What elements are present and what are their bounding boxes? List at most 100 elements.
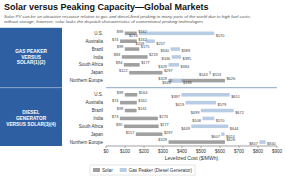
data-label: $157 — [126, 130, 135, 135]
data-label: $398 — [183, 80, 192, 85]
x-tick-label: $900 — [272, 149, 283, 154]
x-tick — [182, 146, 183, 148]
x-axis: $0$100$200$300$400$500$600$700$800$900 — [103, 146, 282, 154]
range-bar — [125, 93, 137, 97]
range-bar — [136, 132, 163, 136]
data-label: $162 — [138, 98, 147, 103]
data-label: $174 — [129, 33, 138, 38]
x-tick-label: $100 — [120, 149, 131, 154]
legend-frame — [90, 165, 195, 175]
range-bar — [169, 79, 225, 83]
data-label: $164 — [139, 90, 148, 95]
chart: Solar versus Peaking Capacity—Global Mar… — [0, 0, 285, 177]
range-bar — [186, 101, 216, 105]
x-tick — [258, 146, 259, 148]
data-label: $395 — [183, 56, 192, 61]
legend-swatch — [120, 168, 127, 172]
title: Solar versus Peaking Capacity—Global Mar… — [4, 2, 209, 12]
x-tick-label: $500 — [196, 149, 207, 154]
data-label: $257 — [156, 41, 165, 46]
range-bar — [120, 101, 137, 105]
data-label: $99 — [117, 44, 124, 49]
x-tick — [239, 146, 240, 148]
range-bar — [122, 55, 148, 59]
data-label: $99 — [117, 106, 124, 111]
data-label: $273 — [159, 114, 168, 119]
data-label: $297 — [164, 130, 173, 135]
section-label: GAS PEAKERVERSUSSOLAR(1)(2) — [15, 49, 47, 66]
range-bar — [172, 55, 181, 59]
data-label: $607 — [211, 134, 220, 139]
data-label: $73 — [112, 114, 119, 119]
section-separator — [0, 87, 62, 88]
x-axis-label: Levelized Cost ($/MWh) — [165, 155, 219, 161]
category-label: India — [93, 55, 103, 60]
category-label: U.S. — [94, 31, 103, 36]
x-tick — [277, 146, 278, 148]
data-label: $644 — [230, 126, 239, 131]
x-axis-line — [106, 146, 277, 147]
subtitle-line: without storage, however, solar lacks th… — [4, 19, 204, 24]
x-tick-label: $800 — [253, 149, 264, 154]
subtitle: Solar PV can be an attractive resource r… — [4, 14, 252, 24]
range-bar — [203, 117, 215, 121]
data-label: $543 — [199, 72, 208, 77]
data-label: $99 — [117, 29, 124, 34]
data-label: $384 — [180, 64, 189, 69]
data-label: $346 — [162, 56, 171, 61]
x-tick — [144, 146, 145, 148]
range-bar — [125, 47, 139, 51]
data-label: $329 — [158, 137, 167, 142]
data-label: $162 — [138, 29, 147, 34]
category-label: U.S. — [94, 92, 103, 97]
x-tick — [125, 146, 126, 148]
data-label: $329 — [158, 64, 167, 69]
legend-label: Solar — [102, 168, 113, 173]
x-tick — [220, 146, 221, 148]
range-bar — [181, 93, 229, 97]
data-label: $219 — [149, 52, 158, 57]
range-bar — [169, 140, 225, 144]
category-label: South Africa — [79, 62, 104, 67]
data-label: $74 — [112, 98, 119, 103]
category-label: Japan — [91, 70, 104, 75]
x-tick-label: $0 — [103, 149, 109, 154]
category-label: South Africa — [79, 124, 104, 129]
data-label: $349 — [162, 80, 171, 85]
section-band — [0, 88, 62, 146]
bars — [120, 32, 266, 144]
category-label: Northern Europe — [70, 78, 104, 83]
section-label-line: GENERATOR — [16, 116, 47, 121]
x-tick-label: $300 — [158, 149, 169, 154]
range-bar — [259, 140, 265, 144]
category-label: Northern Europe — [70, 140, 104, 145]
legend-label: Gas Peaker (Diesel Generator) — [129, 168, 193, 173]
category-label: Australia — [85, 100, 103, 105]
x-tick-label: $700 — [234, 149, 245, 154]
data-label: $122 — [119, 68, 128, 73]
range-bar — [124, 125, 159, 129]
data-label: $83 — [114, 52, 121, 57]
data-label: $340 — [160, 48, 169, 53]
x-tick-label: $400 — [177, 149, 188, 154]
data-label: $508 — [192, 118, 201, 123]
data-label: $74 — [112, 37, 119, 42]
data-label: $570 — [216, 118, 225, 123]
section-separator — [106, 87, 277, 88]
data-label: $449 — [181, 126, 190, 131]
range-bar — [129, 71, 162, 75]
subtitle-line: Solar PV can be an attractive resource r… — [4, 14, 252, 19]
category-label: Japan — [91, 132, 104, 137]
section-label-line: GAS PEAKER — [15, 49, 47, 54]
section-label-line: SOLAR(1)(2) — [17, 60, 46, 65]
range-bar — [172, 79, 181, 83]
range-bar — [221, 132, 224, 136]
range-bar — [124, 63, 140, 67]
data-label: $570 — [216, 33, 225, 38]
category-label: Brazil — [92, 47, 103, 52]
range-bar — [120, 117, 158, 121]
data-label: $624 — [226, 134, 235, 139]
section-label-line: DIESEL — [22, 110, 39, 115]
section-label: DIESELGENERATORVERSUS SOLAR(3)(4) — [6, 110, 56, 127]
range-bar — [125, 109, 137, 113]
